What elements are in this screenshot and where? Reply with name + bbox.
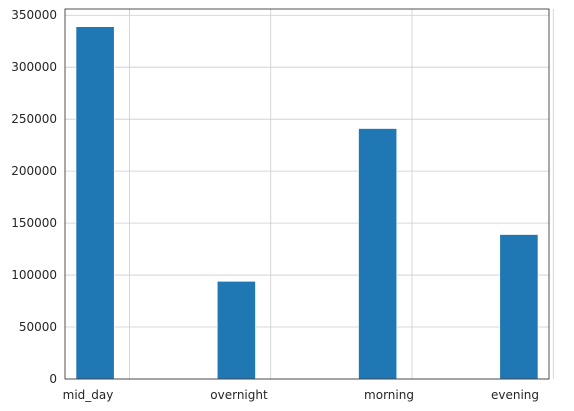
y-tick-label: 0 [49, 372, 57, 386]
y-tick-label: 200000 [11, 164, 57, 178]
y-gridlines [65, 14, 549, 380]
y-tick-label: 350000 [11, 8, 57, 22]
y-axis-ticks: 0 50000 100000 150000 200000 250000 300000 3500… [11, 8, 57, 386]
bar-evening [499, 234, 539, 380]
x-axis-ticks: mid_day overnight morning evening [63, 388, 539, 402]
bar-overnight [216, 281, 256, 380]
bar-morning [358, 128, 398, 380]
y-tick-label: 150000 [11, 216, 57, 230]
bars [75, 26, 539, 380]
y-tick-label: 300000 [11, 60, 57, 74]
x-tick-label: morning [364, 388, 414, 402]
x-tick-label: overnight [210, 388, 268, 402]
bar-mid-day [75, 26, 115, 380]
plot-frame [64, 8, 550, 380]
y-tick-label: 250000 [11, 112, 57, 126]
x-tick-label: mid_day [63, 388, 114, 402]
y-tick-label: 50000 [19, 320, 57, 334]
y-tick-label: 100000 [11, 268, 57, 282]
x-gridlines [129, 9, 554, 379]
x-tick-label: evening [491, 388, 539, 402]
